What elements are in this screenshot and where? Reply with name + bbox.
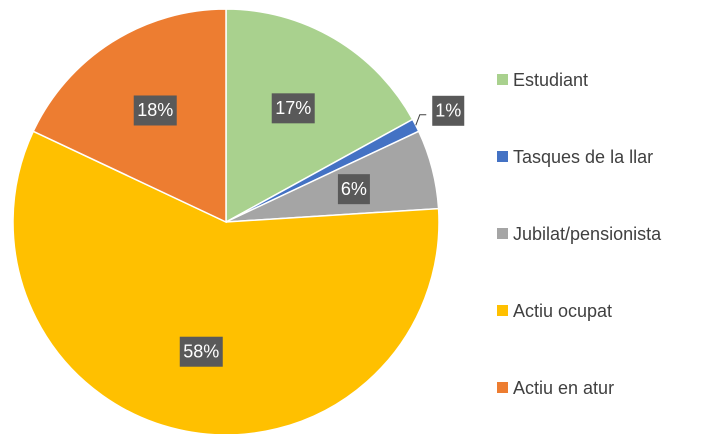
legend-swatch: [497, 74, 508, 85]
legend-label: Estudiant: [513, 70, 588, 90]
data-label-box: [179, 336, 223, 367]
data-label: 1%: [435, 101, 461, 121]
pie-slice: [32, 8, 227, 224]
legend-label: Actiu en atur: [513, 378, 614, 398]
data-label: 17%: [275, 98, 311, 118]
pie-slice: [225, 8, 414, 224]
data-label-box: [133, 95, 177, 126]
pie-slice: [12, 130, 440, 434]
data-label: 6%: [341, 179, 367, 199]
data-label: 58%: [183, 341, 219, 361]
legend-swatch: [497, 228, 508, 239]
legend-swatch: [497, 382, 508, 393]
data-label-box: [337, 174, 370, 205]
leader-line: [415, 114, 427, 126]
legend-swatch: [497, 151, 508, 162]
data-label-box: [432, 95, 465, 126]
data-label-box: [271, 93, 315, 124]
data-label: 18%: [137, 100, 173, 120]
legend-swatch: [497, 305, 508, 316]
legend-label: Tasques de la llar: [513, 147, 653, 167]
legend-label: Jubilat/pensionista: [513, 224, 662, 244]
legend-label: Actiu ocupat: [513, 301, 612, 321]
